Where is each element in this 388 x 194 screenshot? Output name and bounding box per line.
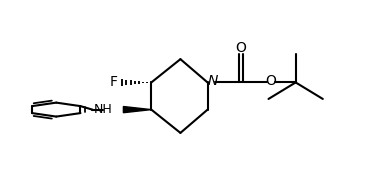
Text: O: O bbox=[265, 74, 276, 88]
Text: N: N bbox=[208, 74, 218, 88]
Text: NH: NH bbox=[94, 103, 113, 116]
Text: O: O bbox=[235, 42, 246, 55]
Text: F: F bbox=[110, 75, 118, 89]
Polygon shape bbox=[123, 107, 151, 113]
